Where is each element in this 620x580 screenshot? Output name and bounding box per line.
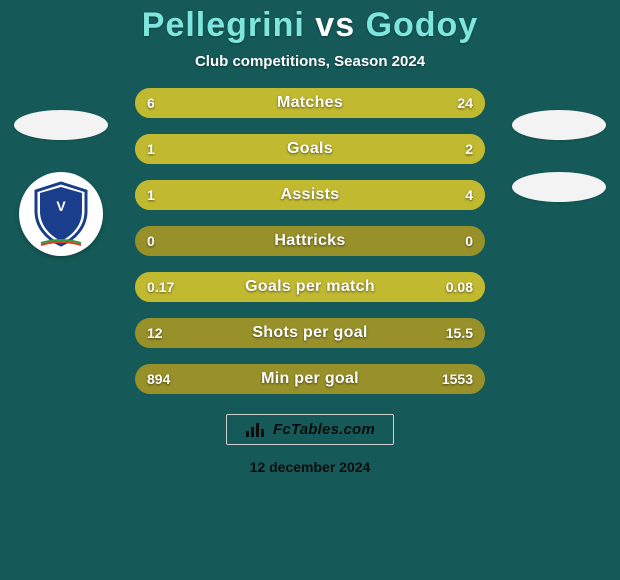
bar-value-right: 15.5 [446,325,473,341]
stat-bars: 624Matches 12Goals 14Assists 0 0Hattricks 0.1… [135,88,485,394]
comparison-title: Pellegrini vs Godoy [142,6,478,45]
left-player-oval [14,110,108,140]
bars-icon [245,422,265,438]
subtitle: Club competitions, Season 2024 [195,53,425,70]
bar-fill-right [373,272,485,302]
bar-fill-right [205,180,485,210]
player-left-name: Pellegrini [142,6,305,45]
bar-value-left: 12 [147,325,163,341]
vs-label: vs [315,6,355,45]
bar-label: Hattricks [135,232,485,250]
stat-bar: 0.170.08Goals per match [135,272,485,302]
bar-fill-left [135,180,205,210]
shield-icon: V [31,181,91,247]
stat-bar: 14Assists [135,180,485,210]
bar-fill-left [135,272,373,302]
bar-fill-left [135,88,205,118]
right-badge-column [504,110,614,202]
bar-fill-left [135,134,251,164]
stat-bar: 12Goals [135,134,485,164]
left-badge-column: V [6,110,116,256]
stat-bar: 624Matches [135,88,485,118]
bar-value-right: 1553 [442,371,473,387]
player-right-name: Godoy [366,6,479,45]
date-text: 12 december 2024 [250,459,371,475]
right-player-oval [512,110,606,140]
stat-bar: 12 15.5Shots per goal [135,318,485,348]
svg-text:V: V [56,198,66,214]
bar-fill-right [251,134,486,164]
bar-value-left: 894 [147,371,170,387]
bar-value-right: 0 [465,233,473,249]
stat-bar: 0 0Hattricks [135,226,485,256]
right-club-oval [512,172,606,202]
bar-label: Min per goal [135,370,485,388]
left-club-crest: V [19,172,103,256]
attribution-text: FcTables.com [273,421,375,438]
bar-label: Shots per goal [135,324,485,342]
stat-bar: 894 1553Min per goal [135,364,485,394]
bar-value-left: 0 [147,233,155,249]
attribution-box: FcTables.com [226,414,394,445]
bar-fill-right [205,88,485,118]
player-comparison-card: Pellegrini vs Godoy Club competitions, S… [0,0,620,580]
